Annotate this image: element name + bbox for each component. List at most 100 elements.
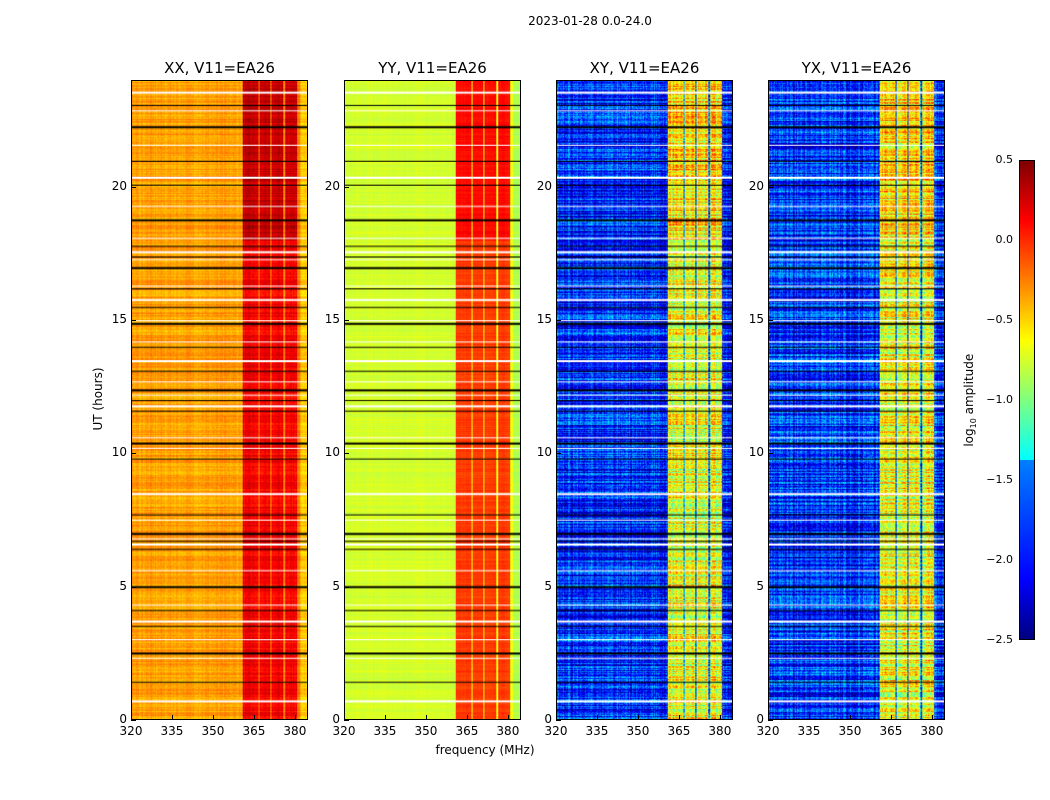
- x-tick-label: 365: [667, 724, 691, 738]
- x-tick-label: 350: [838, 724, 862, 738]
- x-tick-label: 365: [455, 724, 479, 738]
- x-tick-mark: [294, 715, 296, 720]
- heatmap-canvas-yy: [345, 81, 520, 719]
- x-tick-mark: [131, 715, 132, 720]
- y-tick-label: 0: [756, 712, 764, 726]
- y-tick-label: 15: [748, 312, 764, 326]
- y-tick-label: 0: [332, 712, 340, 726]
- y-tick-label: 10: [111, 445, 127, 460]
- x-tick-mark: [253, 715, 255, 720]
- y-tick-mark: [768, 320, 773, 321]
- panel-title-yy: YY, V11=EA26: [378, 59, 487, 77]
- x-tick-label: 320: [756, 724, 780, 738]
- y-tick-label: 20: [111, 178, 127, 193]
- x-tick-label: 380: [920, 724, 944, 738]
- heatmap-canvas-xx: [132, 81, 307, 719]
- y-tick-mark: [131, 720, 136, 721]
- y-tick-label: 20: [536, 178, 552, 193]
- y-tick-mark: [344, 453, 349, 455]
- y-tick-label: 10: [536, 445, 552, 460]
- x-tick-label: 365: [242, 724, 266, 738]
- x-tick-mark: [768, 715, 769, 720]
- x-tick-mark: [556, 715, 557, 720]
- colorbar-tick-label: −2.5: [986, 633, 1013, 646]
- y-tick-label: 0: [544, 712, 552, 726]
- y-tick-label: 10: [748, 445, 764, 460]
- y-tick-label: 20: [324, 178, 340, 193]
- x-tick-label: 380: [496, 724, 520, 738]
- y-tick-mark: [768, 720, 773, 721]
- x-tick-mark: [507, 715, 509, 720]
- x-tick-mark: [719, 715, 721, 720]
- heatmap-yy: [344, 80, 521, 720]
- y-tick-label: 5: [756, 578, 764, 593]
- colorbar-tick-label: −2.0: [986, 553, 1013, 566]
- panel-title-xy: XY, V11=EA26: [589, 59, 700, 77]
- y-tick-mark: [768, 186, 773, 188]
- x-tick-label: 320: [119, 724, 143, 738]
- x-tick-label: 380: [708, 724, 732, 738]
- y-tick-mark: [768, 586, 773, 588]
- y-axis-label: UT (hours): [91, 367, 105, 431]
- colorbar-label-main: log: [961, 428, 976, 447]
- heatmap-canvas-xy: [557, 81, 732, 719]
- y-tick-mark: [344, 186, 349, 188]
- y-tick-mark: [556, 186, 561, 188]
- figure-title: 2023-01-28 0.0-24.0: [528, 14, 652, 28]
- y-tick-label: 5: [544, 578, 552, 593]
- x-tick-label: 350: [201, 724, 225, 738]
- y-tick-mark: [344, 586, 349, 588]
- x-tick-label: 335: [373, 724, 397, 738]
- y-tick-label: 15: [111, 312, 127, 326]
- y-tick-label: 15: [324, 312, 340, 326]
- y-tick-mark: [344, 720, 349, 721]
- x-tick-mark: [678, 715, 680, 720]
- panel-title-xx: XX, V11=EA26: [164, 59, 275, 77]
- x-tick-mark: [808, 715, 810, 720]
- x-tick-label: 335: [160, 724, 184, 738]
- x-tick-mark: [931, 715, 933, 720]
- y-tick-mark: [131, 186, 136, 188]
- x-tick-label: 320: [332, 724, 356, 738]
- colorbar-tick-label: −1.5: [986, 473, 1013, 486]
- colorbar-label-sub: 10: [969, 418, 979, 429]
- x-tick-label: 335: [585, 724, 609, 738]
- y-tick-label: 10: [324, 445, 340, 460]
- x-tick-mark: [425, 715, 427, 720]
- colorbar-tick-label: 0.5: [995, 153, 1014, 166]
- y-tick-mark: [131, 586, 136, 588]
- panel-title-yx: YX, V11=EA26: [801, 59, 912, 77]
- y-tick-mark: [344, 320, 349, 321]
- x-tick-mark: [212, 715, 214, 720]
- y-tick-mark: [131, 453, 136, 455]
- y-tick-mark: [131, 320, 136, 321]
- y-tick-mark: [556, 720, 561, 721]
- x-tick-mark: [171, 715, 173, 720]
- x-tick-label: 380: [283, 724, 307, 738]
- x-tick-mark: [849, 715, 851, 720]
- heatmap-xy: [556, 80, 733, 720]
- colorbar-tick-label: −1.0: [986, 393, 1013, 406]
- y-tick-label: 15: [536, 312, 552, 326]
- heatmap-xx: [131, 80, 308, 720]
- x-axis-label: frequency (MHz): [435, 743, 535, 757]
- x-tick-mark: [466, 715, 468, 720]
- colorbar-label-rest: amplitude: [961, 353, 976, 419]
- y-tick-mark: [556, 320, 561, 321]
- x-tick-mark: [344, 715, 345, 720]
- y-tick-label: 0: [119, 712, 127, 726]
- heatmap-yx: [768, 80, 945, 720]
- x-tick-label: 350: [414, 724, 438, 738]
- x-tick-mark: [890, 715, 892, 720]
- x-tick-mark: [637, 715, 639, 720]
- y-tick-label: 5: [332, 578, 340, 593]
- y-tick-mark: [556, 586, 561, 588]
- colorbar-tick-label: −0.5: [986, 313, 1013, 326]
- colorbar-label: log10 amplitude: [962, 340, 978, 460]
- y-tick-label: 5: [119, 578, 127, 593]
- colorbar: [1019, 160, 1035, 640]
- y-tick-mark: [556, 453, 561, 455]
- heatmap-canvas-yx: [769, 81, 944, 719]
- x-tick-label: 350: [626, 724, 650, 738]
